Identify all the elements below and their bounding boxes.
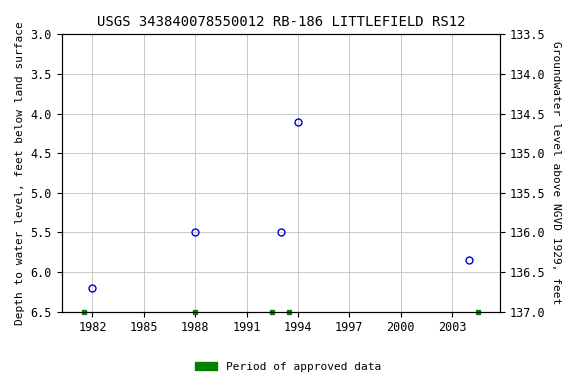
Title: USGS 343840078550012 RB-186 LITTLEFIELD RS12: USGS 343840078550012 RB-186 LITTLEFIELD … — [97, 15, 465, 29]
Y-axis label: Depth to water level, feet below land surface: Depth to water level, feet below land su… — [15, 21, 25, 325]
Legend: Period of approved data: Period of approved data — [191, 358, 385, 377]
Y-axis label: Groundwater level above NGVD 1929, feet: Groundwater level above NGVD 1929, feet — [551, 41, 561, 305]
